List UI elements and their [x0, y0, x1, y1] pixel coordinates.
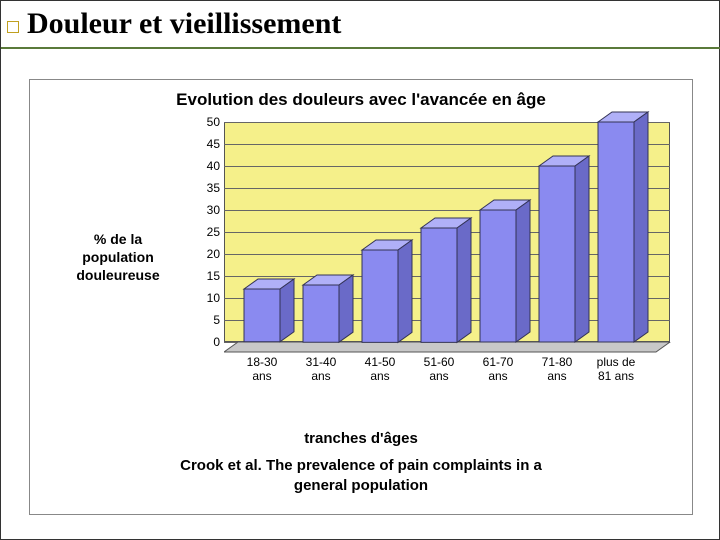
title-underline — [1, 47, 720, 49]
xlabel: 51-60ans — [411, 356, 467, 384]
bar — [244, 279, 280, 344]
xlabel: 31-40ans — [293, 356, 349, 384]
ytick-label: 45 — [190, 137, 220, 151]
xlabel: 71-80ans — [529, 356, 585, 384]
slide-title: Douleur et vieillissement — [27, 7, 341, 41]
ytick-label: 30 — [190, 203, 220, 217]
ytick-label: 35 — [190, 181, 220, 195]
yaxis-label-line1: % de la population — [82, 231, 154, 265]
ytick-label: 5 — [190, 313, 220, 327]
xlabel: 41-50ans — [352, 356, 408, 384]
ytick-label: 25 — [190, 225, 220, 239]
chart-title: Evolution des douleurs avec l'avancée en… — [30, 90, 692, 110]
bar — [303, 275, 339, 344]
bar — [362, 240, 398, 344]
bar — [480, 200, 516, 344]
citation-line2: general population — [294, 477, 428, 494]
bar — [539, 156, 575, 344]
ytick-label: 0 — [190, 335, 220, 349]
citation: Crook et al. The prevalence of pain comp… — [30, 456, 692, 497]
chart-container: Evolution des douleurs avec l'avancée en… — [29, 79, 693, 515]
xlabel: plus de81 ans — [588, 356, 644, 384]
citation-line1: Crook et al. The prevalence of pain comp… — [180, 457, 542, 474]
xlabel: 18-30ans — [234, 356, 290, 384]
slide: Douleur et vieillissement Evolution des … — [0, 0, 720, 540]
yaxis-label: % de la population douleureuse — [58, 230, 178, 285]
ytick-label: 10 — [190, 291, 220, 305]
xaxis-title: tranches d'âges — [30, 430, 692, 447]
bar — [598, 112, 634, 344]
plot-area: 05101520253035404550 18-30ans31-40ans4 — [190, 122, 670, 382]
ytick-label: 40 — [190, 159, 220, 173]
ytick-label: 50 — [190, 115, 220, 129]
ytick-label: 15 — [190, 269, 220, 283]
ytick-label: 20 — [190, 247, 220, 261]
xlabel: 61-70ans — [470, 356, 526, 384]
yaxis-label-line2: douleureuse — [76, 267, 159, 283]
accent-square-icon — [7, 21, 19, 33]
bar — [421, 218, 457, 344]
